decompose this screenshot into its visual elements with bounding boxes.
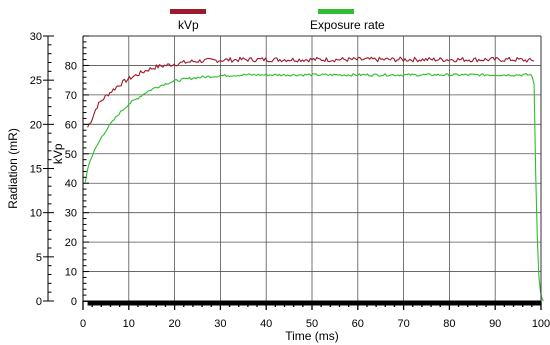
x-tick-label: 60 [352, 318, 364, 330]
left-tick-label: 5 [36, 252, 42, 264]
kvp-tick-label: 40 [65, 178, 77, 190]
left-tick-label: 25 [30, 75, 42, 87]
kvp-axis-title: kVp [51, 143, 65, 164]
left-tick-label: 10 [30, 208, 42, 220]
series-line-exposure-rate [84, 73, 544, 302]
x-tick-label: 0 [80, 318, 86, 330]
data-series [84, 56, 544, 302]
kvp-tick-label: 30 [65, 208, 77, 220]
x-tick-label: 40 [260, 318, 272, 330]
kvp-tick-label: 10 [65, 267, 77, 279]
legend-label-exposure-rate: Exposure rate [310, 18, 385, 32]
legend-swatch-exposure-rate [318, 9, 354, 14]
legend-swatch-kvp [170, 9, 206, 14]
x-tick-label: 100 [532, 318, 550, 330]
x-tick-label: 70 [397, 318, 409, 330]
x-tick-label: 90 [489, 318, 501, 330]
left-axis-title: Radiation (mR) [6, 128, 20, 209]
left-tick-label: 30 [30, 31, 42, 43]
left-tick-label: 20 [30, 119, 42, 131]
left-tick-label: 15 [30, 164, 42, 176]
series-line-kvp [87, 56, 535, 128]
kvp-tick-label: 70 [65, 90, 77, 102]
kvp-tick-label: 80 [65, 60, 77, 72]
kvp-tick-label: 0 [71, 296, 77, 308]
x-axis-title: Time (ms) [285, 329, 339, 343]
kvp-tick-label: 20 [65, 237, 77, 249]
x-tick-label: 80 [443, 318, 455, 330]
x-tick-label: 50 [306, 318, 318, 330]
x-tick-label: 30 [214, 318, 226, 330]
x-tick-label: 20 [168, 318, 180, 330]
legend: kVp Exposure rate [170, 9, 385, 32]
kvp-tick-label: 50 [65, 149, 77, 161]
legend-label-kvp: kVp [178, 18, 199, 32]
kvp-tick-label: 60 [65, 119, 77, 131]
left-tick-label: 0 [36, 296, 42, 308]
baseline-bar [87, 300, 541, 306]
x-tick-label: 10 [123, 318, 135, 330]
